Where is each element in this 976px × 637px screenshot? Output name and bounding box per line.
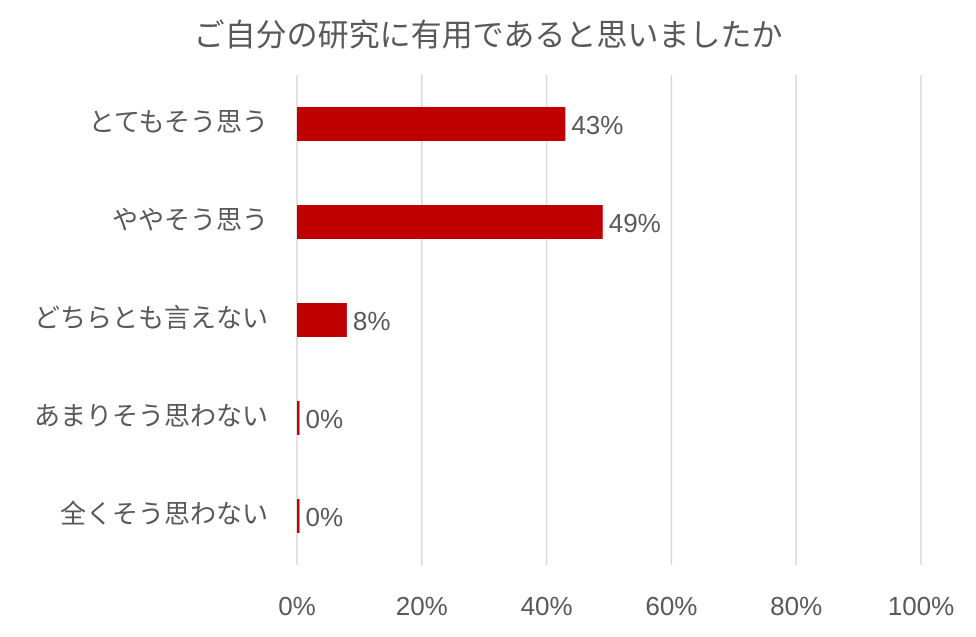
bar — [297, 303, 347, 337]
bar — [297, 499, 300, 533]
x-tick-label: 80% — [770, 591, 822, 621]
bar — [297, 205, 603, 239]
value-label: 0% — [306, 502, 344, 532]
x-tick-label: 20% — [396, 591, 448, 621]
x-tick-label: 40% — [521, 591, 573, 621]
value-label: 0% — [306, 404, 344, 434]
value-label: 49% — [609, 208, 661, 238]
x-tick-label: 100% — [888, 591, 955, 621]
y-tick-label: とてもそう思う — [89, 107, 268, 137]
chart-title: ご自分の研究に有用であると思いましたか — [194, 18, 783, 53]
x-tick-label: 0% — [278, 591, 316, 621]
y-tick-label: 全くそう思わない — [60, 499, 268, 529]
value-label: 43% — [571, 110, 623, 140]
y-tick-label: ややそう思う — [112, 205, 268, 235]
value-label: 8% — [353, 306, 391, 336]
y-tick-label: あまりそう思わない — [34, 401, 268, 431]
y-tick-label: どちらとも言えない — [34, 303, 268, 333]
bar — [297, 401, 300, 435]
bar — [297, 107, 566, 141]
x-tick-label: 60% — [645, 591, 697, 621]
